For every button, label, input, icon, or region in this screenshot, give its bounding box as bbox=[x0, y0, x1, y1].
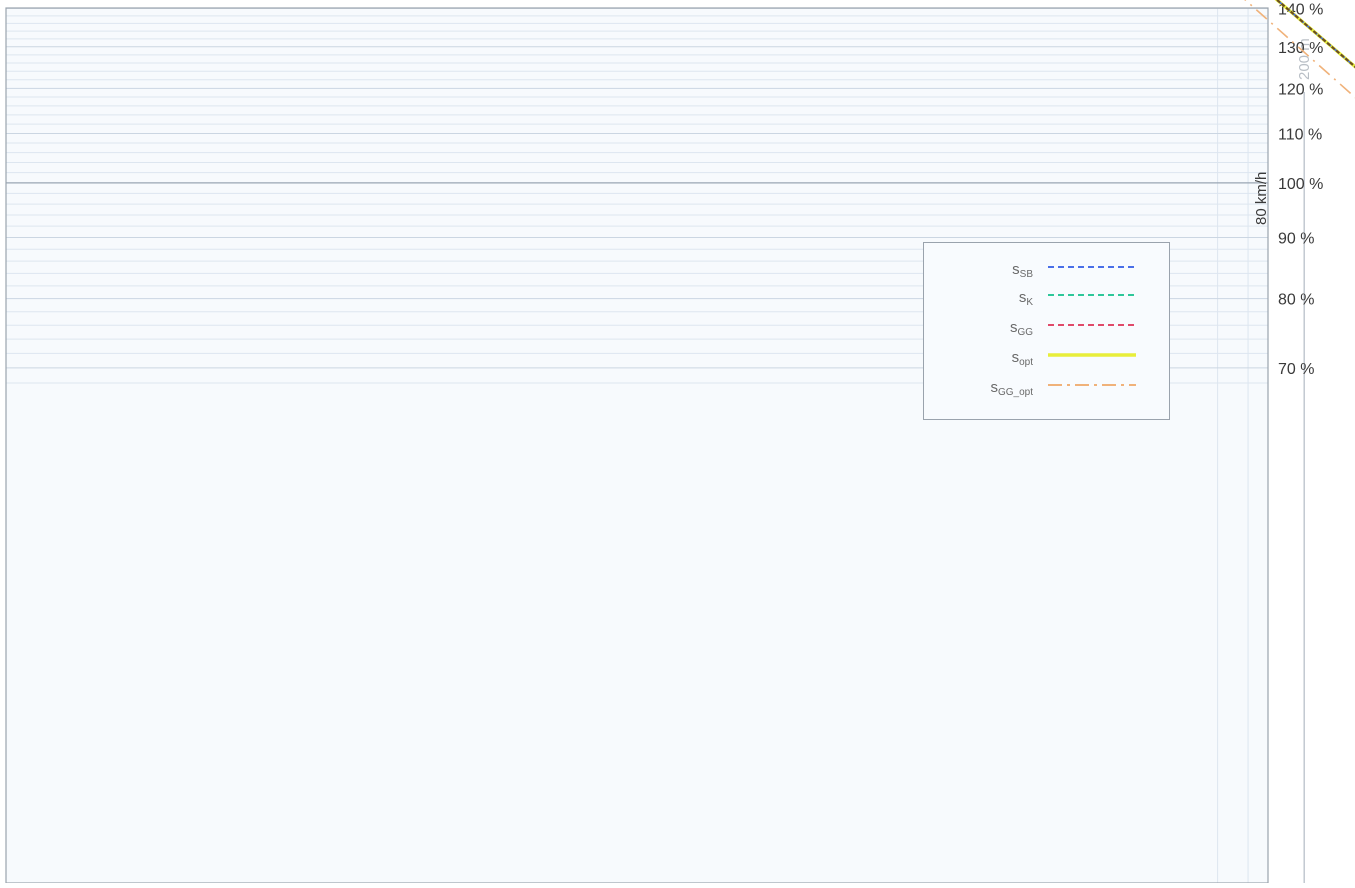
legend: sSB sK sGG sopt sGG_opt bbox=[923, 242, 1170, 420]
legend-swatch-s-k bbox=[1048, 294, 1136, 296]
legend-item-s-sb: sSB bbox=[924, 255, 1171, 285]
speed-label-80-km-h: 80 km/h bbox=[1253, 172, 1270, 225]
legend-swatch-s-sb bbox=[1048, 266, 1136, 268]
series-line-s-sb-80-km-h bbox=[1275, 0, 1355, 68]
legend-swatch-s-gg-opt bbox=[1048, 384, 1136, 386]
major-grid bbox=[6, 92, 1305, 883]
legend-label-s-k: sK bbox=[1018, 289, 1033, 308]
legend-swatch-s-gg bbox=[1048, 324, 1136, 326]
legend-label-s-gg: sGG bbox=[1009, 319, 1033, 338]
y-tick-labels: 150 %140 %130 %120 %110 %100 %90 %80 %70… bbox=[1278, 1, 1323, 378]
y-tick-label: 70 % bbox=[1278, 361, 1314, 378]
legend-label-s-sb: sSB bbox=[1012, 261, 1033, 280]
plot-background bbox=[6, 8, 1268, 883]
y-tick-label: 110 % bbox=[1278, 126, 1322, 143]
legend-item-s-gg: sGG bbox=[924, 313, 1171, 343]
legend-item-s-opt: sopt bbox=[924, 343, 1171, 373]
legend-swatch-s-opt bbox=[1048, 353, 1136, 357]
y-tick-label: 140 % bbox=[1278, 1, 1323, 18]
y-tick-label: 90 % bbox=[1278, 231, 1314, 248]
series-lines bbox=[1244, 0, 1355, 99]
legend-item-s-gg-opt: sGG_opt bbox=[924, 373, 1171, 403]
speed-labels: 80 km/h90 km/h100 km/h110 km/h120 km/h bbox=[1253, 172, 1270, 225]
legend-label-s-opt: sopt bbox=[1011, 349, 1033, 368]
legend-item-s-k: sK bbox=[924, 283, 1171, 313]
legend-label-s-gg-opt: sGG_opt bbox=[990, 379, 1033, 398]
y-tick-label: 120 % bbox=[1278, 81, 1323, 98]
y-tick-label: 100 % bbox=[1278, 176, 1323, 193]
y-tick-label: 80 % bbox=[1278, 292, 1314, 309]
